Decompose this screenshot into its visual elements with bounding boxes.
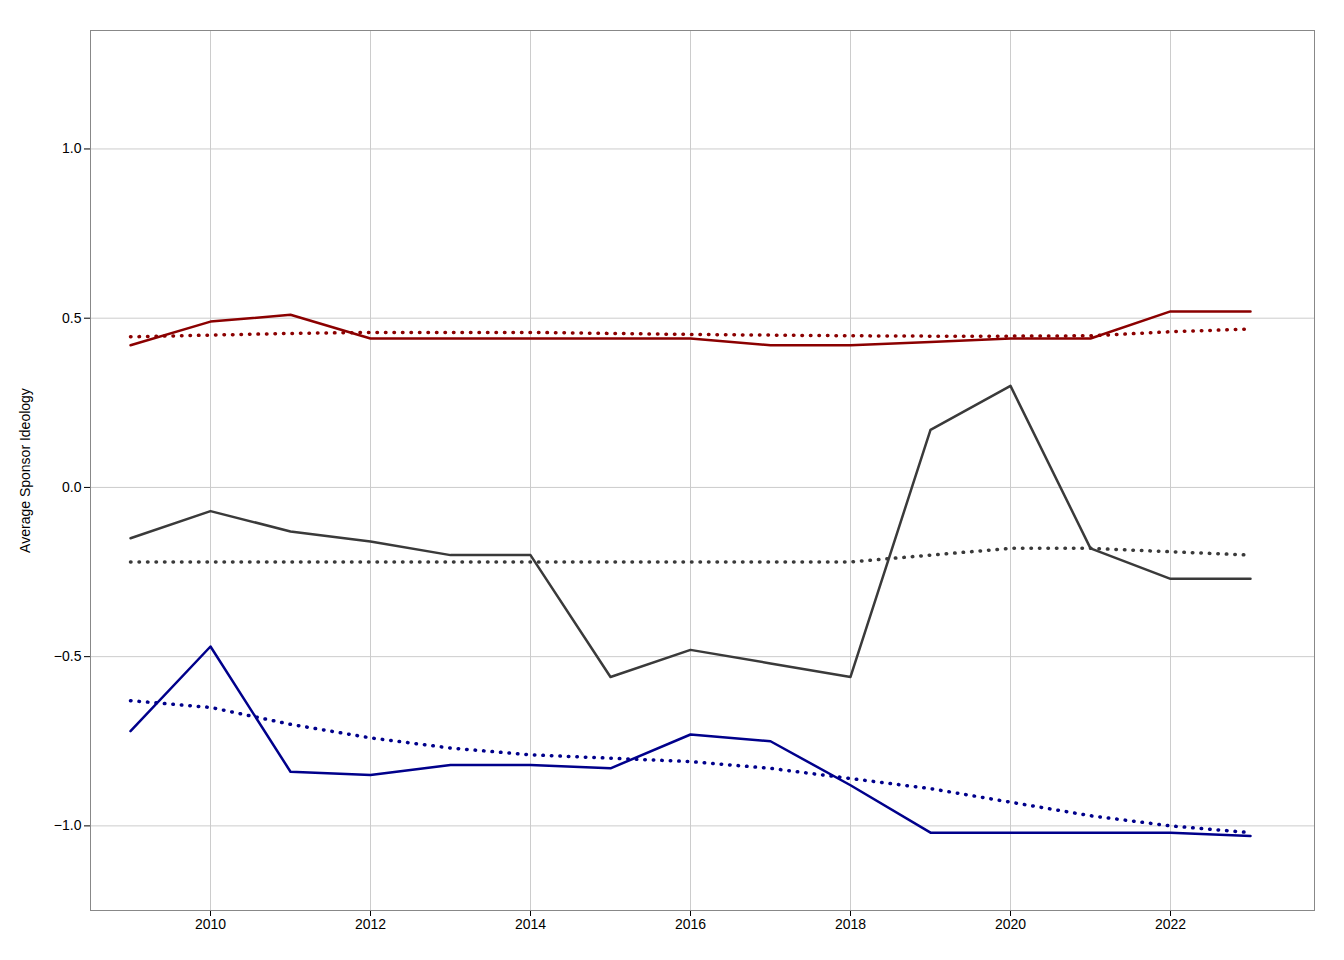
svg-text:0.5: 0.5 <box>62 310 82 326</box>
svg-text:2014: 2014 <box>515 916 546 932</box>
svg-text:−1.0: −1.0 <box>54 817 82 833</box>
svg-text:Average Sponsor Ideology: Average Sponsor Ideology <box>17 388 33 553</box>
svg-text:2012: 2012 <box>355 916 386 932</box>
svg-text:2022: 2022 <box>1155 916 1186 932</box>
svg-text:2018: 2018 <box>835 916 866 932</box>
svg-text:2016: 2016 <box>675 916 706 932</box>
svg-text:0.0: 0.0 <box>62 479 82 495</box>
svg-text:1.0: 1.0 <box>62 140 82 156</box>
svg-text:2010: 2010 <box>195 916 226 932</box>
svg-text:−0.5: −0.5 <box>54 648 82 664</box>
svg-text:2020: 2020 <box>995 916 1026 932</box>
